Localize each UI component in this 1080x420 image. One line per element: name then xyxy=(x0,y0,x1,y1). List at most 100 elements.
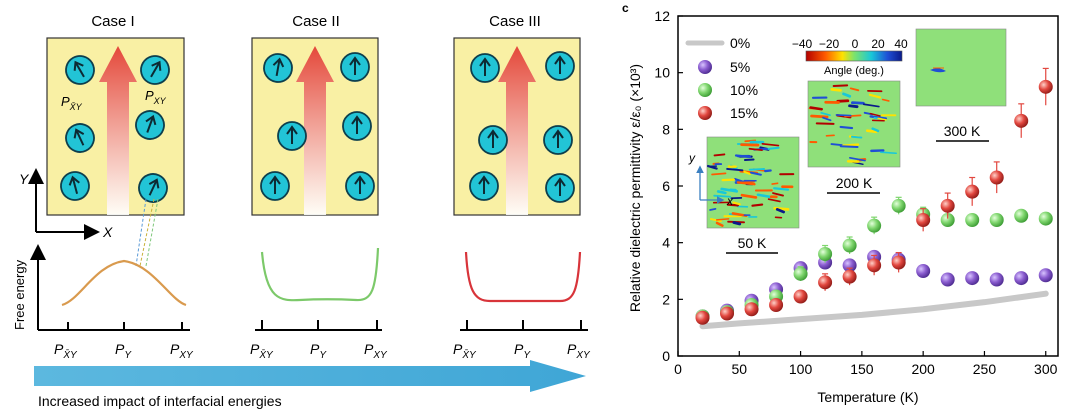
dipole-11 xyxy=(345,171,375,201)
inset50-streaks-streak-39 xyxy=(764,169,772,173)
inset50-streaks-streak-52 xyxy=(775,208,785,214)
inset200-streaks-streak-38 xyxy=(871,127,880,133)
point-15pct-120 xyxy=(818,275,833,290)
inset200-streaks-streak-42 xyxy=(822,116,832,122)
point-5pct-280 xyxy=(1014,271,1029,286)
case-1-title: Case I xyxy=(91,13,134,30)
point-10pct-180 xyxy=(891,198,906,213)
inset50-streaks-streak-38 xyxy=(720,187,739,193)
legend-label-5pct: 5% xyxy=(730,59,750,75)
colorbar-gradient xyxy=(805,50,903,62)
inset-50k-streaks xyxy=(706,139,795,227)
inset-200k-label: 200 K xyxy=(836,175,873,191)
point-15pct-80 xyxy=(769,298,784,312)
dipole-5 xyxy=(138,173,168,203)
inset200-streaks-streak-23 xyxy=(881,98,890,102)
x-tick-label-50: 50 xyxy=(732,361,748,377)
x-tick-label-200: 200 xyxy=(911,361,935,377)
case-1-polarization-arrow xyxy=(99,46,137,215)
colorbar-tick-0: −40 xyxy=(792,37,813,51)
inset50-streaks-streak-47 xyxy=(706,164,718,170)
inset50-streaks-streak-18 xyxy=(715,218,730,221)
point-5pct-260 xyxy=(989,272,1004,287)
inset50-streaks-streak-62 xyxy=(734,154,752,159)
colorbar-tick-4: 40 xyxy=(894,37,908,51)
point-5pct-240 xyxy=(965,271,980,286)
axis-y-label: Y xyxy=(19,171,30,187)
inset200-streaks-streak-25 xyxy=(820,112,831,116)
y-tick-label-8: 8 xyxy=(662,121,670,137)
point-15pct-20 xyxy=(695,310,710,325)
case-3-tick-y: PY xyxy=(514,341,531,361)
dipole-0 xyxy=(65,55,95,85)
inset200-streaks-streak-13 xyxy=(842,92,852,98)
inset50-streaks-streak-26 xyxy=(751,203,764,207)
point-15pct-60 xyxy=(744,302,759,317)
point-10pct-300 xyxy=(1038,211,1053,226)
case-3-title: Case III xyxy=(489,13,541,30)
legend-label-15pct: 15% xyxy=(730,105,758,121)
tick-labels: PX̄Y PY PXY PX̄Y PY PXY PX̄Y PY PXY xyxy=(54,341,591,361)
inset50-streaks-streak-68 xyxy=(732,201,741,206)
inset-y-label: y xyxy=(688,151,696,165)
point-15pct-280 xyxy=(1014,113,1029,128)
point-10pct-100 xyxy=(793,266,808,281)
legend-marker-5pct xyxy=(698,60,712,74)
dipole-16 xyxy=(469,171,499,201)
y-tick-label-10: 10 xyxy=(654,65,670,81)
inset50-streaks-streak-14 xyxy=(756,193,772,199)
point-10pct-240 xyxy=(965,213,980,227)
inset50-streaks-streak-23 xyxy=(743,170,752,176)
inset200-streaks-streak-3 xyxy=(850,101,865,105)
point-15pct-140 xyxy=(842,269,857,284)
dipole-8 xyxy=(277,121,307,151)
energy-connector-1 xyxy=(135,198,147,267)
x-tick-label-300: 300 xyxy=(1034,361,1058,377)
inset200-streaks-streak-26 xyxy=(877,117,887,121)
x-tick-label-100: 100 xyxy=(789,361,813,377)
dipole-7 xyxy=(340,52,370,82)
inset50-streaks-streak-36 xyxy=(732,221,742,226)
colorbar-label: Angle (deg.) xyxy=(824,65,884,77)
series-line-0pct xyxy=(699,290,1049,330)
y-tick-label-12: 12 xyxy=(654,8,670,24)
inset50-streaks-streak-34 xyxy=(733,177,745,184)
x-tick-label-250: 250 xyxy=(973,361,997,377)
point-15pct-260 xyxy=(989,170,1004,185)
point-5pct-200 xyxy=(916,264,931,278)
inset50-streaks-streak-41 xyxy=(773,187,790,191)
inset200-streaks-streak-15 xyxy=(862,103,880,108)
inset50-streaks-streak-48 xyxy=(744,139,757,143)
inset200-streaks-streak-18 xyxy=(849,87,860,92)
energy-connector-3 xyxy=(145,198,159,267)
dipole-2 xyxy=(65,123,95,153)
inset200-streaks-streak-41 xyxy=(835,114,852,117)
inset-50k-label: 50 K xyxy=(738,235,767,251)
case-2-energy-curve xyxy=(260,247,380,302)
inset50-streaks-streak-66 xyxy=(761,142,780,147)
domain-map-insets: y x 50 K 200 K 300 K xyxy=(688,28,1007,254)
inset50-streaks-streak-24 xyxy=(772,192,784,197)
inset50-streaks-streak-5 xyxy=(713,153,726,157)
dipole-13 xyxy=(545,51,575,81)
angle-colorbar: −40 −20 0 20 40 Angle (deg.) xyxy=(792,37,908,77)
dipole-6 xyxy=(263,53,293,83)
case-3-polarization-arrow xyxy=(498,46,536,215)
case-3-tick-xbar-y: PX̄Y xyxy=(453,341,477,361)
legend-label-10pct: 10% xyxy=(730,82,758,98)
colorbar-tick-1: −20 xyxy=(819,37,840,51)
inset50-streaks-streak-65 xyxy=(736,181,756,186)
inset200-streaks-streak-30 xyxy=(810,114,829,119)
inset200-streaks-streak-27 xyxy=(849,157,866,162)
inset-200k-streaks xyxy=(808,84,897,165)
case-1-tick-y: PY xyxy=(115,341,132,361)
inset200-streaks-streak-37 xyxy=(848,104,859,109)
dipole-9 xyxy=(342,111,372,141)
inset50-streaks-streak-32 xyxy=(748,168,766,171)
point-15pct-40 xyxy=(720,306,735,321)
legend-marker-10pct xyxy=(698,83,712,97)
point-15pct-160 xyxy=(867,258,882,273)
inset50-streaks-streak-15 xyxy=(715,221,724,227)
